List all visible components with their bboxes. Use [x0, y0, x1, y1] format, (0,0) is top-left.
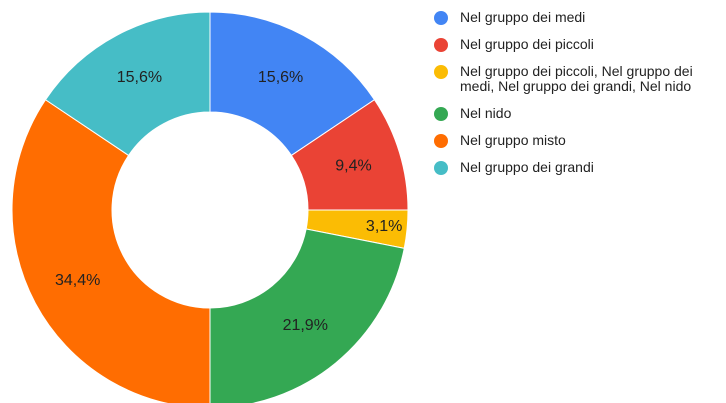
slice-label: 3,1%: [366, 218, 402, 235]
legend-marker: [434, 38, 448, 52]
legend-marker: [434, 65, 448, 79]
slice: [44, 11, 211, 157]
slice-label: 15,6%: [117, 69, 162, 86]
legend-item: Nel gruppo dei piccoli, Nel gruppo dei m…: [432, 64, 722, 94]
slice-label: 21,9%: [283, 317, 328, 334]
slice: [209, 11, 376, 157]
legend-item: Nel gruppo misto: [432, 133, 722, 148]
legend-marker: [434, 107, 448, 121]
slice-label: 15,6%: [258, 69, 303, 86]
legend-item: Nel gruppo dei grandi: [432, 160, 722, 175]
legend-item: Nel nido: [432, 106, 722, 121]
legend-marker: [434, 11, 448, 25]
legend-label: Nel gruppo dei piccoli: [460, 36, 594, 52]
slice-label: 9,4%: [335, 158, 371, 175]
slice: [209, 228, 405, 403]
legend-marker: [434, 161, 448, 175]
legend-label: Nel gruppo dei piccoli, Nel gruppo dei m…: [460, 63, 693, 94]
slice: [11, 99, 211, 403]
legend-label: Nel gruppo misto: [460, 132, 566, 148]
legend-item: Nel gruppo dei medi: [432, 10, 722, 25]
legend-marker: [434, 134, 448, 148]
legend: Nel gruppo dei medi Nel gruppo dei piccol…: [432, 10, 722, 187]
legend-label: Nel gruppo dei medi: [460, 9, 586, 25]
legend-item: Nel gruppo dei piccoli: [432, 37, 722, 52]
legend-label: Nel gruppo dei grandi: [460, 159, 594, 175]
slice-label: 34,4%: [55, 272, 100, 289]
legend-label: Nel nido: [460, 105, 512, 121]
